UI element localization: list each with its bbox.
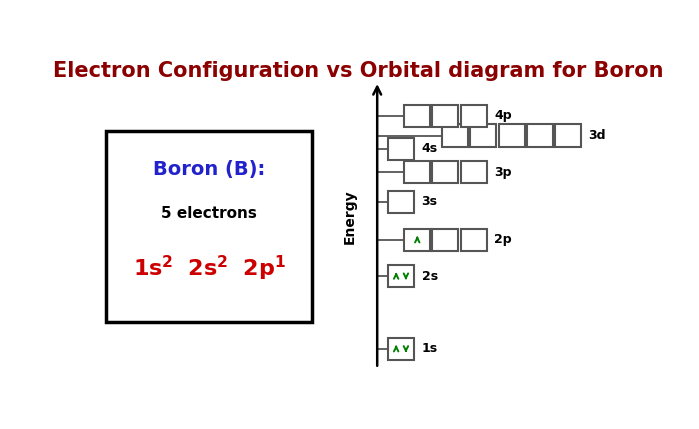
Bar — [442, 124, 468, 147]
Text: 3d: 3d — [589, 129, 606, 142]
Bar — [404, 105, 431, 127]
Bar — [106, 131, 312, 322]
Text: 2s: 2s — [421, 269, 438, 283]
Text: Boron (B):: Boron (B): — [153, 160, 266, 178]
Bar — [404, 229, 431, 251]
Bar — [498, 124, 524, 147]
Text: Energy: Energy — [343, 189, 357, 244]
Bar — [404, 161, 431, 183]
Text: 3s: 3s — [421, 195, 438, 208]
Bar — [461, 105, 487, 127]
Bar — [470, 124, 496, 147]
Text: 2p: 2p — [494, 233, 512, 246]
Text: 4s: 4s — [421, 142, 438, 155]
Text: Electron Configuration vs Orbital diagram for Boron: Electron Configuration vs Orbital diagra… — [53, 61, 663, 82]
Bar — [433, 105, 459, 127]
Text: 3p: 3p — [494, 166, 512, 178]
Bar — [388, 265, 414, 287]
Bar — [388, 190, 414, 213]
Bar — [388, 138, 414, 160]
Bar — [527, 124, 553, 147]
Bar — [388, 338, 414, 360]
Bar — [461, 161, 487, 183]
Bar — [433, 161, 459, 183]
Text: 1s: 1s — [421, 342, 438, 355]
Text: 4p: 4p — [494, 109, 512, 122]
Bar — [433, 229, 459, 251]
Bar — [461, 229, 487, 251]
Text: 5 electrons: 5 electrons — [161, 205, 257, 221]
Bar — [555, 124, 581, 147]
Text: $\mathregular{1s^2\ \ 2s^2\ \ 2p^1}$: $\mathregular{1s^2\ \ 2s^2\ \ 2p^1}$ — [133, 254, 286, 283]
